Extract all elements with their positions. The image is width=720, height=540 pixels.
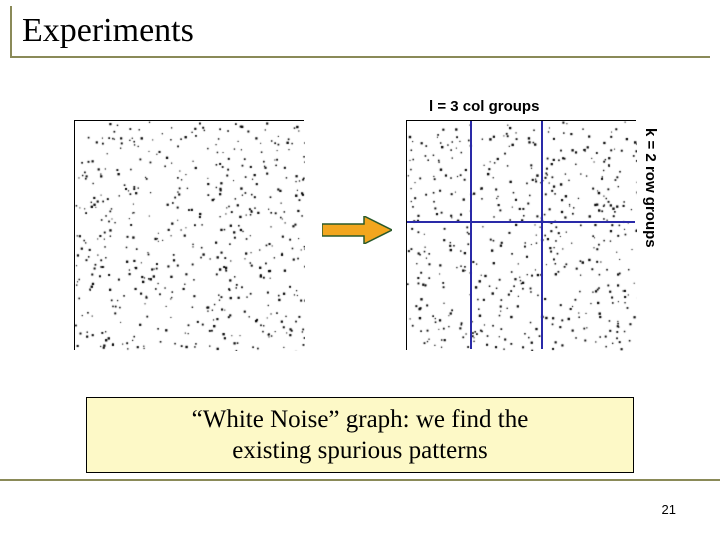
- noise-matrix-original: [74, 120, 304, 350]
- page-number: 21: [662, 502, 676, 517]
- callout-line-1: “White Noise” graph: we find the: [192, 404, 529, 435]
- bottom-rule: [0, 479, 720, 481]
- transform-arrow: [322, 216, 392, 244]
- row-groups-label: k = 2 row groups: [642, 128, 659, 248]
- noise-canvas-left: [75, 121, 305, 351]
- col-groups-label: l = 3 col groups: [429, 98, 539, 115]
- row-divider: [407, 221, 635, 223]
- figure-row: l = 3 col groups k = 2 row groups: [74, 100, 674, 350]
- arrow-icon: [322, 216, 392, 244]
- col-divider: [541, 121, 543, 349]
- partition-dividers: [407, 121, 635, 349]
- noise-matrix-clustered: [406, 120, 636, 350]
- col-divider: [470, 121, 472, 349]
- slide-title: Experiments: [22, 12, 710, 50]
- callout-box: “White Noise” graph: we find the existin…: [86, 397, 634, 473]
- title-region: Experiments: [10, 6, 710, 58]
- callout-line-2: existing spurious patterns: [232, 435, 488, 466]
